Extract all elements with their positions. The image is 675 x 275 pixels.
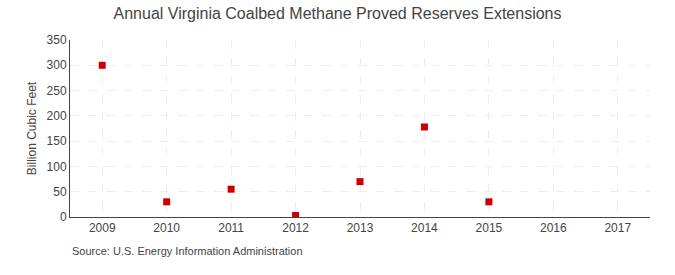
svg-text:300: 300 xyxy=(47,58,67,72)
svg-text:2009: 2009 xyxy=(89,221,116,235)
svg-text:0: 0 xyxy=(60,210,67,224)
svg-text:2011: 2011 xyxy=(218,221,244,235)
svg-text:50: 50 xyxy=(53,185,67,199)
svg-text:Annual Virginia Coalbed Methan: Annual Virginia Coalbed Methane Proved R… xyxy=(114,5,562,22)
svg-text:350: 350 xyxy=(47,33,67,47)
svg-text:2013: 2013 xyxy=(347,221,374,235)
svg-text:150: 150 xyxy=(47,134,67,148)
svg-text:Source: U.S. Energy Informatio: Source: U.S. Energy Information Administ… xyxy=(72,245,303,257)
svg-text:200: 200 xyxy=(47,109,67,123)
svg-text:2012: 2012 xyxy=(282,221,309,235)
svg-text:2010: 2010 xyxy=(153,221,180,235)
svg-text:2017: 2017 xyxy=(604,221,631,235)
svg-text:Billion Cubic Feet: Billion Cubic Feet xyxy=(25,81,39,175)
svg-text:2016: 2016 xyxy=(540,221,567,235)
svg-text:2014: 2014 xyxy=(411,221,438,235)
svg-text:250: 250 xyxy=(47,84,67,98)
svg-text:2015: 2015 xyxy=(476,221,503,235)
svg-text:100: 100 xyxy=(47,160,67,174)
